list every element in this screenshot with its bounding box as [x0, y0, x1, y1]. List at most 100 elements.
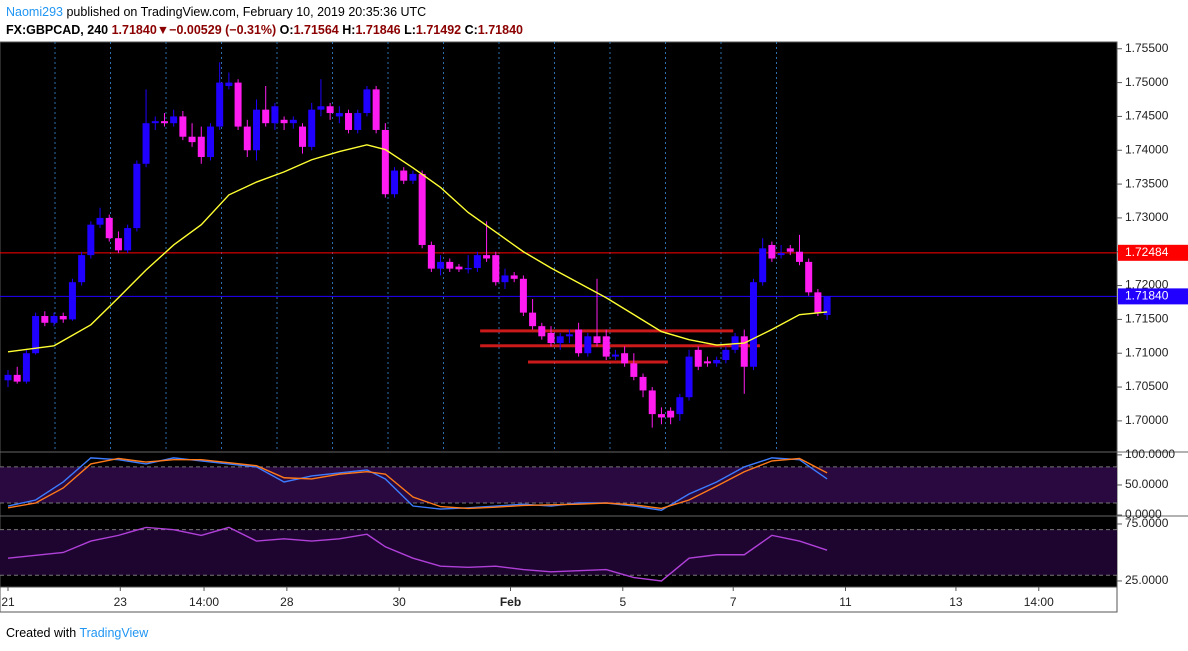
y-tick-label: 1.71500 — [1125, 312, 1169, 326]
band — [0, 466, 1117, 504]
x-tick-label: 13 — [949, 595, 963, 609]
o: O: — [279, 23, 294, 37]
price-badge-label: 1.72484 — [1125, 245, 1169, 259]
close: 1.71840 — [477, 23, 523, 37]
candle-body — [280, 119, 288, 124]
author[interactable]: Naomi293 — [6, 5, 63, 19]
candle-body — [133, 163, 141, 229]
candle-body — [713, 359, 721, 364]
candle-body — [492, 255, 500, 283]
candle-body — [759, 248, 767, 283]
y-tick-label: 0.0000 — [1125, 507, 1162, 521]
y-tick-label: 1.75500 — [1125, 41, 1169, 55]
candle-body — [740, 336, 748, 367]
indicator-line — [7, 457, 828, 510]
candle-body — [114, 238, 122, 251]
candle-body — [363, 89, 371, 114]
x-tick-label: Feb — [500, 595, 521, 609]
l: L: — [404, 23, 416, 37]
chart: 1.75500 1.75000 1.74500 1.74000 1.73500 1.730… — [0, 41, 1188, 613]
high: 1.71846 — [355, 23, 401, 37]
candle-body — [648, 390, 656, 415]
candle-body — [299, 126, 307, 147]
candle-body — [547, 332, 555, 344]
x-tick-label: 7 — [730, 595, 737, 609]
candle-body — [455, 266, 463, 270]
candle-body — [372, 89, 380, 130]
candle-body — [252, 109, 260, 151]
candle-body — [437, 261, 445, 269]
candle-body — [32, 316, 40, 354]
candle-body — [409, 173, 417, 181]
candle-body — [565, 334, 573, 337]
candle-body — [814, 292, 822, 313]
y-tick-label: 100.0000 — [1125, 447, 1175, 461]
candle-body — [703, 361, 711, 364]
candle-body — [317, 106, 325, 110]
footer: Created with TradingView — [6, 626, 148, 640]
candle-body — [59, 316, 67, 320]
candle-body — [160, 121, 168, 124]
candle-body — [446, 261, 454, 269]
candle-body — [630, 363, 638, 377]
x-tick-label: 11 — [839, 595, 852, 609]
candle-body — [354, 113, 362, 130]
candle-body — [87, 224, 95, 256]
open: 1.71564 — [293, 23, 339, 37]
candle-body — [216, 82, 224, 127]
y-tick-label: 1.71000 — [1125, 345, 1169, 359]
candle-body — [473, 255, 481, 268]
candle-body — [611, 354, 619, 357]
candle-body — [381, 129, 389, 195]
y-tick-label: 50.0000 — [1125, 477, 1169, 491]
x-tick-label: 14:00 — [189, 595, 219, 609]
candle-body — [206, 126, 214, 158]
x-tick-label: 23 — [114, 595, 128, 609]
price-badge — [1118, 288, 1188, 305]
candle-body — [685, 356, 693, 398]
candle-body — [805, 261, 813, 293]
candle-body — [575, 329, 583, 354]
candle-body — [676, 397, 684, 415]
candle-body — [786, 248, 794, 252]
candle-body — [795, 251, 803, 262]
last: 1.71840 — [111, 23, 157, 37]
candle-body — [722, 349, 730, 360]
candle-body — [391, 170, 399, 195]
x-tick-label: 5 — [619, 595, 626, 609]
published: published on TradingView.com, February 1… — [66, 5, 427, 19]
x-tick-label: 30 — [392, 595, 406, 609]
x-tick-label: 14:00 — [1024, 595, 1054, 609]
drawn-level — [527, 360, 668, 364]
candle-body — [142, 123, 150, 164]
price-badge-label: 1.71840 — [1125, 289, 1169, 303]
candle-body — [657, 414, 665, 418]
indicator-line — [7, 457, 828, 511]
candle-body — [602, 336, 610, 357]
change: −0.00529 (−0.31%) — [169, 23, 277, 37]
brand[interactable]: TradingView — [79, 626, 149, 640]
price-badge — [1118, 244, 1188, 261]
candle-body — [593, 336, 601, 344]
y-tick-label: 25.0000 — [1125, 573, 1169, 587]
y-tick-label: 1.74500 — [1125, 109, 1169, 123]
indicator-line — [7, 526, 828, 582]
candle-body — [510, 275, 518, 279]
candle-body — [78, 255, 86, 283]
candle-body — [234, 82, 242, 127]
candle-body — [96, 217, 104, 225]
h: H: — [342, 23, 356, 37]
header-line: Naomi293 published on TradingView.com, F… — [6, 5, 426, 19]
candle-body — [501, 275, 509, 283]
candle-body — [105, 217, 113, 239]
candle-body — [13, 374, 21, 382]
candle-body — [188, 136, 196, 143]
candle-body — [197, 136, 205, 158]
candle-body — [4, 374, 12, 381]
candle-body — [225, 82, 233, 86]
candle-body — [124, 228, 132, 251]
candle-body — [768, 244, 776, 259]
created: Created with — [6, 626, 77, 640]
candle-body — [243, 126, 251, 151]
candle-body — [694, 349, 702, 367]
